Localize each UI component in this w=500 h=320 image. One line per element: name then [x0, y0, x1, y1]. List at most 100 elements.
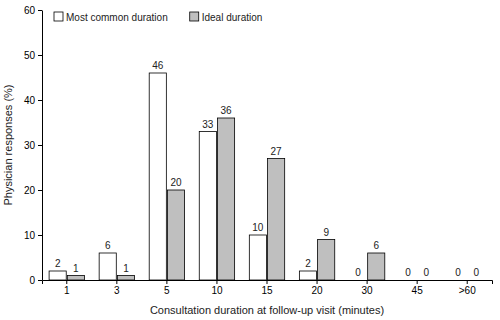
y-tick: 50 — [24, 50, 42, 61]
y-tick-label: 20 — [24, 185, 36, 196]
y-tick-label: 50 — [24, 50, 36, 61]
legend-swatch — [54, 12, 63, 21]
data-label: 27 — [271, 146, 283, 157]
y-tick: 10 — [24, 230, 42, 241]
y-tick-label: 40 — [24, 95, 36, 106]
legend-label: Ideal duration — [202, 12, 263, 23]
x-tick-mark — [417, 280, 418, 284]
data-label: 0 — [405, 267, 411, 278]
plot: 2646331020001120362796001351015203045>60… — [24, 5, 493, 296]
x-tick: 3 — [114, 280, 120, 296]
x-tick-label: 30 — [362, 285, 374, 296]
y-tick-label: 60 — [24, 5, 36, 16]
x-tick-label: 3 — [114, 285, 120, 296]
y-tick-mark — [38, 280, 42, 281]
x-tick-label: >60 — [459, 285, 476, 296]
bar — [368, 253, 385, 280]
x-axis-title: Consultation duration at follow-up visit… — [150, 304, 384, 316]
data-label: 1 — [123, 263, 129, 274]
x-tick-label: 20 — [311, 285, 323, 296]
bar — [149, 73, 166, 280]
data-label: 0 — [423, 267, 429, 278]
y-tick-mark — [38, 100, 42, 101]
y-tick: 20 — [24, 185, 42, 196]
bar — [418, 280, 435, 281]
y-tick: 40 — [24, 95, 42, 106]
bar — [349, 280, 366, 281]
y-tick: 60 — [24, 5, 42, 16]
legend-swatch — [190, 12, 199, 21]
legend-item: Most common duration — [54, 12, 168, 23]
x-tick: 45 — [412, 280, 424, 296]
x-tick-mark — [166, 280, 167, 284]
data-label: 6 — [105, 240, 111, 251]
x-tick-label: 1 — [64, 285, 70, 296]
y-tick-label: 0 — [29, 275, 35, 286]
data-label: 2 — [55, 258, 61, 269]
x-tick-mark — [216, 280, 217, 284]
bar — [249, 235, 266, 280]
x-tick: 30 — [362, 280, 374, 296]
bar — [117, 276, 134, 281]
y-tick: 0 — [29, 275, 42, 286]
bar — [299, 271, 316, 280]
y-tick-mark — [38, 145, 42, 146]
y-tick-mark — [38, 190, 42, 191]
y-tick-label: 30 — [24, 140, 36, 151]
x-tick: >60 — [459, 280, 476, 296]
legend: Most common duration Ideal duration — [54, 12, 262, 23]
x-tick-mark — [367, 280, 368, 284]
bar — [167, 190, 184, 280]
data-label: 36 — [220, 105, 232, 116]
data-label: 0 — [455, 267, 461, 278]
x-tick-label: 10 — [211, 285, 223, 296]
y-axis-line — [42, 11, 43, 281]
data-label: 9 — [323, 227, 329, 238]
x-axis: 1 3 5 10 15 20 30 45 >60 — [43, 280, 493, 296]
bar — [99, 253, 116, 280]
bar — [268, 159, 285, 281]
data-label: 20 — [170, 177, 182, 188]
y-axis-title: Physician responses (%) — [2, 84, 14, 205]
x-tick-label: 15 — [261, 285, 273, 296]
y-tick-label: 10 — [24, 230, 36, 241]
bar — [49, 271, 66, 280]
x-tick-mark — [66, 280, 67, 284]
data-label: 0 — [474, 267, 480, 278]
bar — [450, 280, 467, 281]
x-tick: 5 — [164, 280, 170, 296]
x-axis-line — [43, 281, 493, 285]
y-tick-mark — [38, 235, 42, 236]
data-label: 0 — [355, 267, 361, 278]
x-tick-mark — [116, 280, 117, 284]
y-tick-mark — [38, 10, 42, 11]
data-label: 33 — [202, 119, 214, 130]
bar — [67, 276, 84, 281]
x-tick-mark — [467, 280, 468, 284]
data-label: 1 — [73, 263, 79, 274]
x-tick: 1 — [64, 280, 70, 296]
bar — [468, 280, 485, 281]
data-label: 2 — [305, 258, 311, 269]
x-tick-label: 45 — [412, 285, 424, 296]
x-tick: 15 — [261, 280, 273, 296]
legend-label: Most common duration — [66, 12, 168, 23]
y-tick: 30 — [24, 140, 42, 151]
bars — [49, 73, 385, 280]
chart: 2646331020001120362796001351015203045>60… — [0, 0, 500, 320]
data-label: 10 — [252, 222, 264, 233]
legend-item: Ideal duration — [190, 12, 263, 23]
x-tick: 20 — [311, 280, 323, 296]
bar — [318, 240, 335, 281]
bar — [399, 280, 416, 281]
y-axis: 0 10 20 30 40 50 60 — [24, 5, 43, 286]
data-label: 46 — [152, 60, 164, 71]
data-label: 6 — [373, 240, 379, 251]
x-tick-mark — [317, 280, 318, 284]
x-tick-label: 5 — [164, 285, 170, 296]
bar — [217, 118, 234, 280]
bar — [199, 132, 216, 281]
y-tick-mark — [38, 55, 42, 56]
x-tick: 10 — [211, 280, 223, 296]
x-tick-mark — [267, 280, 268, 284]
